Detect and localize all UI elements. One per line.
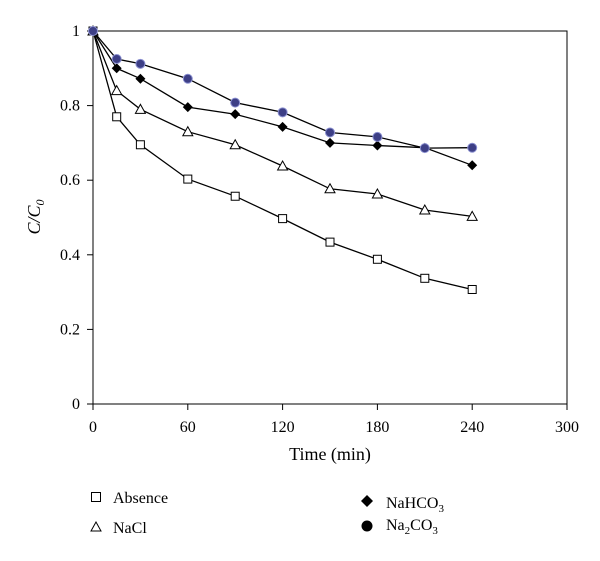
y-axis-title-subscript: 0	[33, 199, 47, 205]
x-tick-label: 240	[460, 419, 484, 436]
series-line	[92, 30, 473, 218]
legend-item-na2co3: Na2CO3	[361, 517, 438, 537]
x-tick-label: 180	[365, 419, 389, 436]
data-point	[230, 191, 240, 201]
data-point	[230, 109, 241, 120]
x-tick-label: 120	[271, 419, 295, 436]
data-point	[135, 58, 146, 69]
data-point	[325, 127, 335, 138]
x-axis-title: Time (min)	[289, 444, 371, 465]
legend-label-nahco3-main: NaHCO	[386, 495, 438, 512]
legend-label-nahco3-subscript: 3	[438, 503, 444, 515]
series-line	[92, 30, 473, 166]
data-point	[325, 137, 335, 148]
data-point	[278, 214, 288, 224]
legend-label-nahco3: NaHCO3	[386, 495, 444, 515]
legend-label-nacl: NaCl	[113, 520, 147, 537]
series-line	[92, 30, 473, 149]
legend-label-na2co3-main: Na	[386, 517, 405, 534]
y-tick-label: 0.4	[60, 247, 80, 264]
series-1	[87, 24, 479, 221]
data-point	[112, 112, 122, 122]
y-axis-title-main: C/C	[24, 205, 44, 235]
legend-item-absence: Absence	[91, 490, 168, 507]
data-point	[230, 97, 241, 108]
series-line	[92, 30, 473, 291]
data-point	[372, 140, 383, 151]
y-tick-label: 1	[72, 23, 80, 40]
data-point	[183, 174, 193, 184]
legend: Absence NaCl NaHCO3 Na2CO3	[90, 490, 444, 537]
legend-triangle-icon	[90, 520, 102, 532]
legend-square-icon	[91, 492, 101, 502]
series-layer	[87, 24, 479, 294]
data-point	[229, 138, 242, 150]
y-tick-label: 0.6	[60, 172, 80, 189]
data-point	[276, 159, 289, 171]
data-point	[420, 273, 430, 283]
data-point	[467, 142, 478, 153]
y-tick-label: 0.8	[60, 98, 80, 115]
data-point	[467, 284, 477, 294]
x-tick-label: 60	[180, 419, 196, 436]
data-point	[135, 73, 146, 84]
legend-item-nahco3: NaHCO3	[361, 495, 444, 515]
data-point	[111, 53, 122, 64]
legend-label-na2co3-rest: CO	[410, 517, 432, 534]
data-point	[418, 204, 431, 215]
data-point	[88, 26, 98, 36]
data-point	[135, 140, 145, 150]
x-tick-label: 300	[555, 419, 579, 436]
series-0	[88, 26, 477, 294]
series-2	[88, 26, 478, 171]
x-tick-label: 0	[89, 419, 97, 436]
legend-label-na2co3-subscript-3: 3	[432, 525, 438, 537]
data-point	[467, 160, 478, 171]
series-3	[88, 26, 478, 154]
data-point	[134, 103, 147, 114]
data-point	[372, 254, 382, 264]
data-point	[277, 121, 288, 132]
data-point	[419, 143, 430, 154]
data-point	[372, 131, 383, 142]
data-point	[181, 125, 194, 137]
data-point	[182, 102, 193, 113]
data-point	[324, 182, 336, 194]
data-point	[371, 187, 384, 199]
data-point	[325, 237, 335, 247]
legend-diamond-icon	[361, 495, 373, 507]
data-point	[277, 107, 288, 118]
legend-label-absence: Absence	[113, 490, 168, 507]
plot-frame	[92, 30, 568, 405]
ticks-layer: 0 60 120 180 240 300 0 0.2 0.4 0.6 0.8 1	[60, 23, 579, 436]
legend-circle-icon	[361, 520, 373, 532]
y-tick-label: 0.2	[60, 321, 80, 338]
data-point	[466, 210, 479, 221]
legend-label-na2co3: Na2CO3	[386, 517, 438, 537]
y-tick-label: 0	[72, 396, 80, 413]
data-point	[110, 84, 123, 96]
data-point	[182, 73, 193, 84]
data-point	[111, 63, 122, 74]
legend-item-nacl: NaCl	[90, 520, 147, 537]
y-axis-title: C/C0	[24, 199, 47, 234]
legend-label-na2co3-subscript-2: 2	[405, 525, 411, 537]
